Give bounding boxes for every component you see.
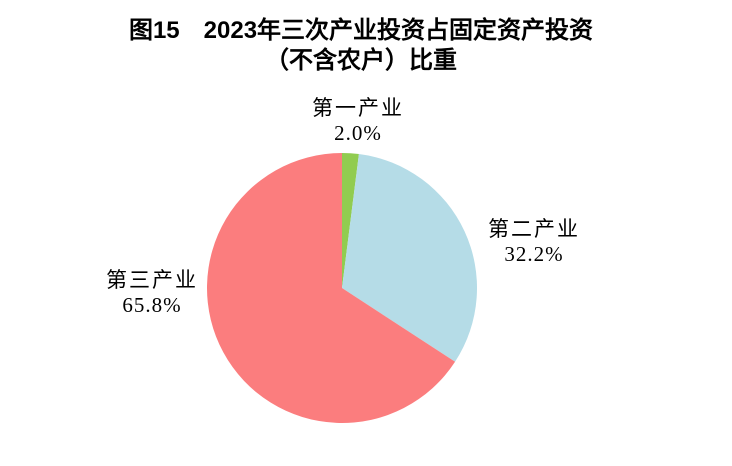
- pie-slice-primary-industry: [342, 153, 359, 288]
- chart-title-line1: 图15 2023年三次产业投资占固定资产投资: [128, 17, 594, 44]
- slice-name: 第一产业: [312, 96, 404, 120]
- slice-label-tertiary-industry: 第三产业 65.8%: [106, 268, 198, 318]
- slice-label-primary-industry: 第一产业 2.0%: [312, 96, 404, 146]
- slice-value: 32.2%: [504, 242, 564, 266]
- slice-name: 第二产业: [488, 217, 580, 241]
- slice-value: 65.8%: [122, 293, 182, 317]
- chart-title: 图15 2023年三次产业投资占固定资产投资 （不含农户）比重: [0, 16, 722, 76]
- pie-slice-tertiary-industry: [207, 152, 456, 424]
- slice-name: 第三产业: [106, 268, 198, 292]
- slice-value: 2.0%: [334, 121, 382, 145]
- pie-slice-secondary-industry: [342, 154, 478, 362]
- chart-title-line2: （不含农户）比重: [265, 47, 457, 74]
- slice-label-secondary-industry: 第二产业 32.2%: [488, 217, 580, 267]
